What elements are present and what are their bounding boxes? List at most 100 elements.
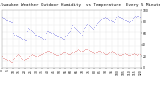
Point [126,20,128,21]
Point [85,48,88,50]
Point [66,53,69,54]
Point [77,49,79,50]
Point [85,25,88,26]
Point [73,27,76,28]
Point [43,38,46,40]
Point [131,53,134,54]
Point [31,53,33,55]
Point [102,17,105,19]
Point [0,56,3,57]
Point [88,50,91,51]
Point [92,29,95,30]
Point [51,33,54,34]
Point [24,59,26,60]
Point [6,19,9,21]
Point [105,53,107,55]
Point [127,54,129,55]
Point [68,32,70,33]
Point [75,50,77,51]
Point [97,51,99,52]
Point [36,35,39,36]
Point [97,21,99,23]
Point [42,52,45,54]
Point [31,30,33,32]
Point [73,51,76,52]
Point [136,15,139,16]
Point [32,54,34,55]
Point [21,58,24,59]
Point [29,29,32,31]
Point [137,15,140,17]
Point [84,26,86,27]
Point [79,33,82,34]
Point [112,51,114,52]
Point [17,53,19,55]
Point [35,34,38,36]
Point [37,55,40,56]
Point [12,33,15,34]
Point [138,53,141,54]
Point [108,19,111,20]
Point [98,50,100,51]
Point [22,59,25,61]
Point [28,56,31,57]
Point [17,36,19,37]
Point [72,51,75,52]
Point [87,24,90,25]
Point [49,32,52,33]
Point [132,17,135,18]
Point [3,57,5,59]
Point [105,17,107,19]
Point [48,31,50,32]
Point [107,18,110,20]
Point [83,27,85,28]
Point [40,37,42,38]
Point [28,28,31,29]
Point [137,53,140,55]
Point [124,53,127,54]
Point [75,28,77,29]
Point [58,53,61,55]
Point [32,32,34,33]
Point [19,56,21,57]
Point [37,36,40,37]
Point [5,59,8,60]
Point [106,18,108,19]
Point [61,52,63,54]
Point [98,20,100,21]
Point [99,19,101,20]
Point [21,38,24,39]
Point [121,18,124,19]
Point [18,55,20,56]
Point [13,34,16,35]
Point [95,51,98,52]
Point [93,26,96,27]
Point [113,52,115,53]
Point [91,28,93,29]
Point [109,19,112,21]
Point [88,25,91,27]
Point [56,35,59,36]
Point [63,38,66,40]
Point [100,51,103,52]
Point [13,57,16,58]
Point [20,37,23,39]
Point [50,52,53,53]
Point [82,30,84,31]
Point [123,52,126,54]
Point [108,52,111,53]
Point [26,57,28,59]
Point [11,22,13,23]
Point [72,26,75,27]
Point [92,52,95,53]
Point [113,21,115,23]
Point [126,53,128,55]
Point [65,34,68,35]
Point [25,58,27,59]
Point [100,18,103,20]
Point [76,49,78,51]
Point [44,33,47,34]
Point [24,39,26,40]
Point [131,18,134,19]
Point [77,30,79,32]
